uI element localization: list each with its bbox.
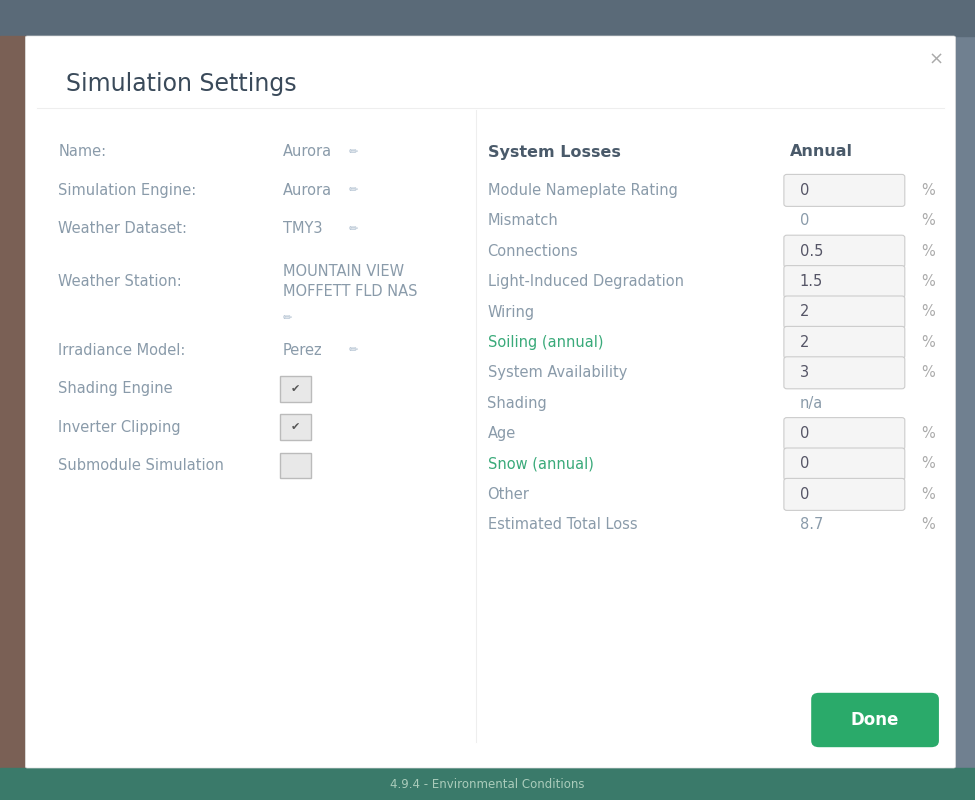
Text: Wiring: Wiring xyxy=(488,305,534,319)
Text: Inverter Clipping: Inverter Clipping xyxy=(58,420,181,434)
Text: Done: Done xyxy=(851,711,899,729)
Text: 0.5: 0.5 xyxy=(800,244,823,258)
Text: %: % xyxy=(921,518,935,532)
Text: 1.5: 1.5 xyxy=(800,274,823,289)
FancyBboxPatch shape xyxy=(784,357,905,389)
Text: Irradiance Model:: Irradiance Model: xyxy=(58,343,186,358)
Text: ✏: ✏ xyxy=(349,186,359,195)
Text: 2: 2 xyxy=(800,335,809,350)
Text: ×: × xyxy=(928,51,944,69)
Text: MOUNTAIN VIEW: MOUNTAIN VIEW xyxy=(283,264,404,278)
Text: ✔: ✔ xyxy=(291,422,300,432)
FancyBboxPatch shape xyxy=(784,296,905,328)
Bar xyxy=(0,0,975,36)
Text: %: % xyxy=(921,426,935,441)
FancyBboxPatch shape xyxy=(784,478,905,510)
Text: System Losses: System Losses xyxy=(488,145,620,159)
FancyBboxPatch shape xyxy=(280,376,311,402)
Text: Annual: Annual xyxy=(790,145,853,159)
FancyBboxPatch shape xyxy=(25,36,956,768)
Text: 4.9.4 - Environmental Conditions: 4.9.4 - Environmental Conditions xyxy=(390,778,585,790)
Text: Soiling (annual): Soiling (annual) xyxy=(488,335,603,350)
Text: %: % xyxy=(921,335,935,350)
Text: Name:: Name: xyxy=(58,145,106,159)
Text: Shading: Shading xyxy=(488,396,547,410)
Text: Aurora: Aurora xyxy=(283,183,332,198)
Text: Mismatch: Mismatch xyxy=(488,214,559,228)
Text: 0: 0 xyxy=(800,214,809,228)
Text: Weather Station:: Weather Station: xyxy=(58,274,182,289)
Text: 0: 0 xyxy=(800,183,809,198)
FancyBboxPatch shape xyxy=(784,174,905,206)
Text: Light-Induced Degradation: Light-Induced Degradation xyxy=(488,274,683,289)
Text: Weather Dataset:: Weather Dataset: xyxy=(58,222,187,236)
FancyBboxPatch shape xyxy=(784,266,905,298)
Text: Module Nameplate Rating: Module Nameplate Rating xyxy=(488,183,678,198)
Text: %: % xyxy=(921,366,935,380)
FancyBboxPatch shape xyxy=(784,418,905,450)
Text: Aurora: Aurora xyxy=(283,145,332,159)
Text: %: % xyxy=(921,457,935,471)
Text: Age: Age xyxy=(488,426,516,441)
Text: %: % xyxy=(921,244,935,258)
Text: %: % xyxy=(921,305,935,319)
Text: 2: 2 xyxy=(800,305,809,319)
Text: Shading Engine: Shading Engine xyxy=(58,382,174,396)
Text: n/a: n/a xyxy=(800,396,823,410)
Bar xyxy=(0,36,27,768)
Text: Perez: Perez xyxy=(283,343,323,358)
Text: Snow (annual): Snow (annual) xyxy=(488,457,594,471)
Text: 8.7: 8.7 xyxy=(800,518,823,532)
FancyBboxPatch shape xyxy=(280,414,311,440)
Bar xyxy=(0,768,975,800)
FancyBboxPatch shape xyxy=(811,693,939,747)
Text: ✏: ✏ xyxy=(283,313,292,322)
Text: ✏: ✏ xyxy=(349,346,359,355)
Text: Simulation Engine:: Simulation Engine: xyxy=(58,183,197,198)
Text: MOFFETT FLD NAS: MOFFETT FLD NAS xyxy=(283,284,417,298)
FancyBboxPatch shape xyxy=(280,453,311,478)
Text: %: % xyxy=(921,487,935,502)
Text: 0: 0 xyxy=(800,457,809,471)
Text: %: % xyxy=(921,274,935,289)
Text: 0: 0 xyxy=(800,487,809,502)
Text: Simulation Settings: Simulation Settings xyxy=(66,72,297,96)
FancyBboxPatch shape xyxy=(784,235,905,267)
Text: 3: 3 xyxy=(800,366,808,380)
Text: TMY3: TMY3 xyxy=(283,222,323,236)
Text: ✔: ✔ xyxy=(291,384,300,394)
Text: Submodule Simulation: Submodule Simulation xyxy=(58,458,224,473)
Text: 0: 0 xyxy=(800,426,809,441)
Text: ✏: ✏ xyxy=(349,147,359,157)
FancyBboxPatch shape xyxy=(784,326,905,358)
Text: %: % xyxy=(921,183,935,198)
Text: %: % xyxy=(921,214,935,228)
Text: ✏: ✏ xyxy=(349,224,359,234)
Text: Estimated Total Loss: Estimated Total Loss xyxy=(488,518,637,532)
Text: Other: Other xyxy=(488,487,529,502)
FancyBboxPatch shape xyxy=(784,448,905,480)
Text: Connections: Connections xyxy=(488,244,578,258)
Text: System Availability: System Availability xyxy=(488,366,627,380)
